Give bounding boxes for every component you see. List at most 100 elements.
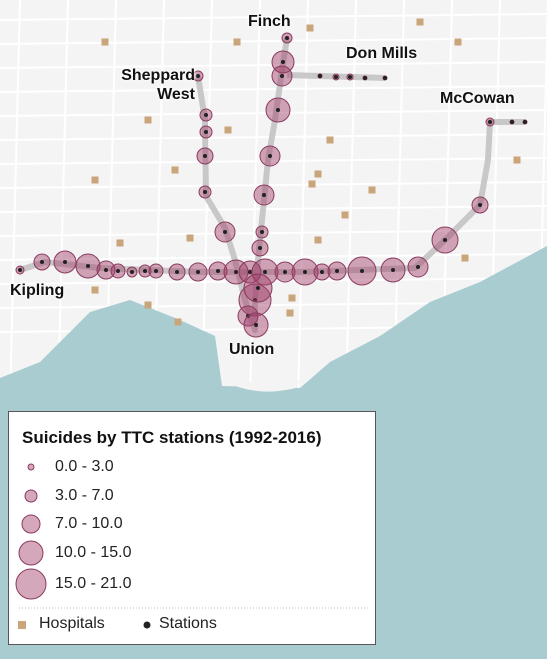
hospital xyxy=(454,38,462,46)
hospital xyxy=(513,156,521,164)
station-label: Kipling xyxy=(10,282,65,299)
hospital xyxy=(314,236,322,244)
station xyxy=(318,74,322,78)
station xyxy=(216,269,220,273)
subway-line xyxy=(195,37,290,333)
legend-class: 10.0 - 15.0 xyxy=(55,544,132,561)
legend: Suicides by TTC stations (1992-2016) 0.0… xyxy=(8,411,376,645)
station xyxy=(478,203,482,207)
street xyxy=(0,181,547,189)
station xyxy=(416,265,420,269)
hospital xyxy=(101,38,109,46)
station xyxy=(363,76,367,80)
station xyxy=(360,269,364,273)
station-symbol xyxy=(143,621,151,629)
station-label: Sheppard West xyxy=(121,67,195,103)
station xyxy=(175,270,179,274)
station xyxy=(320,270,324,274)
legend-class: 7.0 - 10.0 xyxy=(55,515,123,532)
station-label: Don Mills xyxy=(346,45,418,62)
legend-class: 3.0 - 7.0 xyxy=(55,487,114,504)
station xyxy=(383,76,387,80)
hospital xyxy=(116,239,124,247)
hospital xyxy=(144,116,152,124)
legend-circle xyxy=(15,568,47,600)
hospital xyxy=(224,126,232,134)
station xyxy=(86,264,90,268)
station xyxy=(285,36,289,40)
station xyxy=(143,269,147,273)
hospital xyxy=(314,170,322,178)
station xyxy=(348,75,352,79)
station xyxy=(335,269,339,273)
station xyxy=(263,270,267,274)
station xyxy=(203,154,207,158)
station xyxy=(63,260,67,264)
legend-circle xyxy=(21,514,41,534)
hospital xyxy=(233,38,241,46)
legend-circle xyxy=(18,540,44,566)
hospital xyxy=(461,254,469,262)
street xyxy=(0,277,547,285)
legend-circle xyxy=(24,489,38,503)
station-label: Finch xyxy=(248,13,291,30)
islands xyxy=(222,372,300,392)
hospital xyxy=(308,180,316,188)
hospital xyxy=(306,24,314,32)
station xyxy=(391,268,395,272)
station xyxy=(254,323,258,327)
station-label: Union xyxy=(229,341,275,358)
station xyxy=(268,154,272,158)
station xyxy=(510,120,514,124)
station xyxy=(196,270,200,274)
station xyxy=(196,74,200,78)
station xyxy=(116,269,120,273)
hospital xyxy=(186,234,194,242)
hospital xyxy=(368,186,376,194)
street xyxy=(0,85,547,93)
station xyxy=(256,286,260,290)
station xyxy=(204,113,208,117)
legend-symbols xyxy=(15,463,369,629)
station xyxy=(234,270,238,274)
hospital xyxy=(144,301,152,309)
station xyxy=(204,130,208,134)
street xyxy=(0,205,547,213)
street xyxy=(0,253,547,261)
hospital xyxy=(326,136,334,144)
legend-hospitals: Hospitals xyxy=(39,615,105,632)
legend-stations: Stations xyxy=(159,615,217,632)
station xyxy=(303,270,307,274)
station xyxy=(334,75,338,79)
legend-class: 15.0 - 21.0 xyxy=(55,575,132,592)
street xyxy=(0,61,547,69)
hospital xyxy=(341,211,349,219)
station xyxy=(223,230,227,234)
legend-class: 0.0 - 3.0 xyxy=(55,458,114,475)
station xyxy=(154,269,158,273)
station-label: McCowan xyxy=(440,90,515,107)
station xyxy=(283,270,287,274)
station xyxy=(130,270,134,274)
street xyxy=(9,0,21,401)
hospital xyxy=(171,166,179,174)
hospital xyxy=(286,309,294,317)
street xyxy=(0,13,547,21)
subway-line xyxy=(477,119,525,206)
station xyxy=(281,60,285,64)
street xyxy=(57,0,69,401)
legend-circle xyxy=(27,463,35,471)
station xyxy=(280,74,284,78)
station xyxy=(276,108,280,112)
hospital xyxy=(91,176,99,184)
hospital xyxy=(91,286,99,294)
station xyxy=(104,268,108,272)
street xyxy=(0,229,547,237)
hospital xyxy=(288,294,296,302)
station xyxy=(523,120,527,124)
street xyxy=(345,0,357,401)
street xyxy=(297,0,309,401)
station xyxy=(258,246,262,250)
street xyxy=(0,157,547,165)
